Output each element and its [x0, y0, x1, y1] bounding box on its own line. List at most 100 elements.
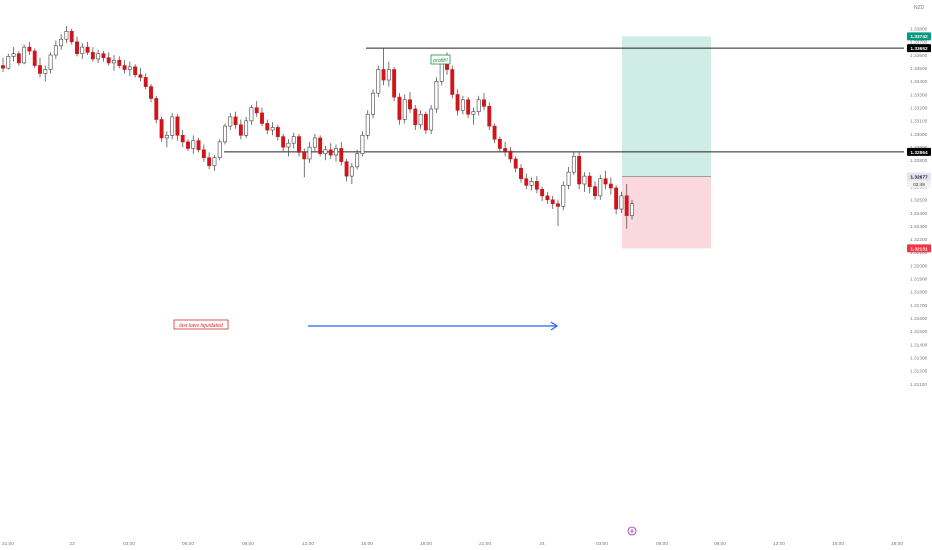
candle: [529, 177, 534, 191]
candle-body-down: [101, 53, 106, 58]
y-tick-label: 1.33300: [910, 92, 928, 98]
loss-zone[interactable]: [622, 176, 711, 249]
x-tick-label: 21:00: [479, 541, 491, 547]
countdown-text: 03:48: [913, 182, 925, 187]
candle: [487, 102, 492, 131]
candle-body-down: [408, 99, 412, 110]
high-line-price-tag[interactable]: 1.33652: [907, 44, 931, 53]
candle: [233, 111, 238, 129]
candle-body-up: [270, 127, 275, 131]
candle: [503, 141, 508, 157]
event-marker-icon[interactable]: [627, 526, 637, 536]
candle-body-up: [307, 146, 312, 160]
target-price-tag[interactable]: 1.33742: [907, 32, 931, 41]
candle-body-down: [175, 116, 180, 136]
candle: [164, 131, 169, 148]
candle: [381, 48, 386, 86]
x-tick-label: 06:00: [182, 541, 194, 547]
y-tick-label: 1.33000: [910, 132, 928, 138]
candle-body-up: [6, 56, 11, 69]
candle-body-down: [519, 167, 523, 180]
candle: [365, 110, 370, 140]
candle: [534, 176, 539, 194]
candle: [561, 181, 566, 211]
candle: [207, 152, 212, 170]
candle: [69, 28, 74, 45]
candle: [149, 83, 153, 103]
candle-body-up: [402, 99, 407, 120]
profit-label[interactable]: profit!!: [430, 54, 451, 65]
candle-body-down: [545, 195, 550, 201]
candle: [455, 89, 460, 116]
y-tick-label: 1.31500: [910, 329, 928, 335]
candle: [624, 184, 629, 229]
candle: [307, 141, 312, 163]
candle-body-down: [381, 69, 386, 81]
candle: [223, 123, 227, 145]
candle-body-down: [32, 50, 37, 66]
x-tick-label: 23: [69, 541, 75, 547]
candle: [566, 166, 571, 190]
x-tick-label: 12:00: [302, 541, 314, 547]
x-tick-label: 03:00: [123, 541, 135, 547]
candle-body-down: [90, 52, 95, 60]
stop-price-tag[interactable]: 1.32131: [907, 244, 931, 253]
candle: [38, 57, 42, 78]
lows-label[interactable]: last lows liquidated: [173, 319, 229, 330]
candle: [1, 57, 5, 73]
candle: [159, 116, 164, 142]
candle: [603, 170, 608, 190]
currency-label: NZD: [914, 5, 925, 11]
drawings: profit!! last lows liquidated: [173, 54, 637, 536]
x-tick-label: 15:00: [361, 541, 373, 547]
candle-body-up: [619, 195, 624, 210]
y-tick-label: 1.31800: [910, 290, 928, 296]
candle-body-up: [334, 148, 338, 156]
price-axis[interactable]: NZD 1.33800 1.33700 1.33600 1.33500 1.33400 1.…: [907, 5, 931, 388]
candle-body-down: [450, 69, 455, 95]
current-price-tag[interactable]: 1.32677 03:48: [907, 172, 931, 188]
candle: [143, 73, 148, 90]
candle-body-down: [608, 183, 613, 189]
candle: [619, 191, 624, 213]
time-axis[interactable]: 21:00 23 03:00 06:00 09:00 12:00 15:00 18:00 21:…: [2, 541, 903, 547]
candle: [196, 137, 201, 153]
candle-body-up: [418, 113, 423, 126]
target-price-tag-bg: [907, 32, 931, 41]
candle-body-up: [212, 157, 217, 166]
candle-body-up: [360, 135, 365, 155]
candle-body-up: [217, 141, 222, 158]
candle: [16, 51, 21, 66]
y-tick-label: 1.32800: [910, 158, 928, 164]
candle: [545, 191, 550, 204]
candle-body-up: [228, 116, 233, 127]
high-line-price-tag-text: 1.33652: [910, 46, 928, 52]
candle-body-up: [598, 178, 603, 197]
candles: [1, 26, 634, 229]
candle: [334, 144, 338, 162]
candle-body-down: [154, 98, 159, 120]
candle-body-down: [397, 96, 402, 120]
y-tick-label: 1.32200: [910, 237, 928, 243]
candle: [90, 47, 95, 62]
profit-zone[interactable]: [622, 36, 711, 177]
candle: [270, 122, 275, 136]
y-tick-label: 1.33800: [910, 26, 928, 32]
candle: [275, 124, 280, 141]
current-price-tag-text: 1.32677: [910, 174, 928, 180]
candle-body-down: [106, 57, 111, 64]
x-tick-label: 18:00: [420, 541, 432, 547]
candle: [112, 55, 116, 71]
candle: [96, 49, 101, 63]
candle-body-up: [53, 45, 58, 56]
candle: [466, 97, 471, 119]
candle-body-up: [349, 166, 354, 177]
low-line-price-tag[interactable]: 1.32864: [907, 147, 931, 156]
candle-body-down: [503, 148, 508, 152]
candle: [328, 143, 333, 159]
candle-body-down: [339, 148, 344, 162]
candle: [249, 105, 254, 125]
candle-body-up: [365, 113, 370, 136]
candle: [138, 68, 143, 82]
